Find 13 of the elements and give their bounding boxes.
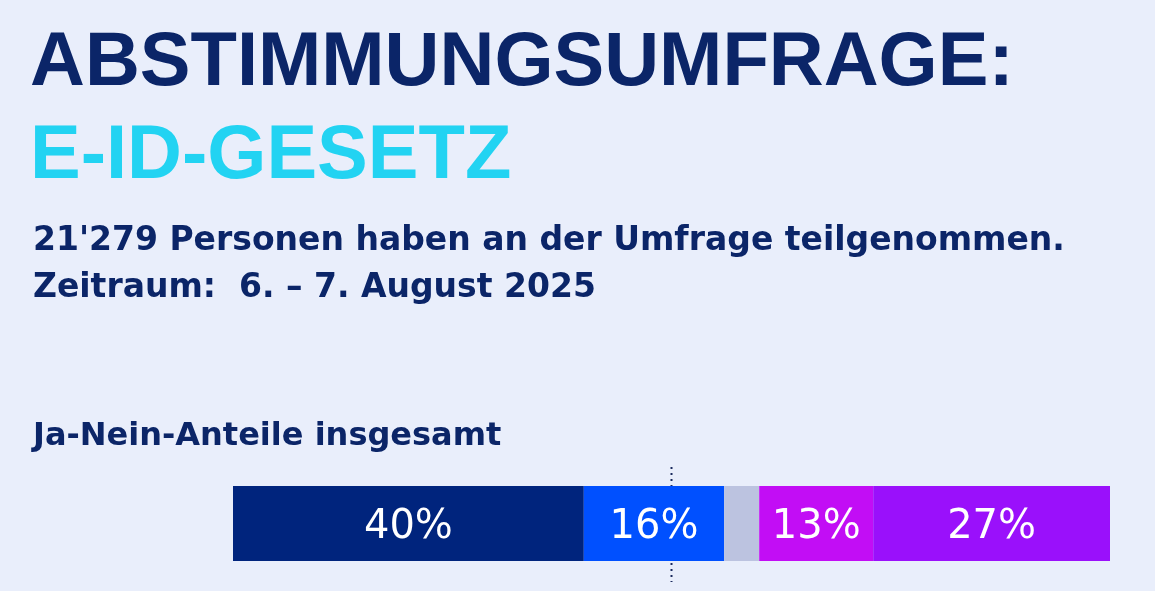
data-label: 27% xyxy=(947,500,1037,547)
chart-title: ABSTIMMUNGSUMFRAGE: xyxy=(30,16,1014,101)
bar xyxy=(583,486,725,561)
chart-subtitle: E-ID-GESETZ xyxy=(30,109,512,194)
text: 21'279 Personen haben an der Umfrage teilgenommen. xyxy=(33,219,1065,258)
data-label: 40% xyxy=(363,500,453,547)
bar xyxy=(724,486,760,561)
data-label: 16% xyxy=(609,500,699,547)
bar xyxy=(873,486,1110,561)
text: Ja-Nein-Anteile insgesamt xyxy=(31,415,502,453)
text: Zeitraum: 6. – 7. August 2025 xyxy=(33,266,596,305)
data-label: 13% xyxy=(771,500,861,547)
bar xyxy=(233,486,584,561)
